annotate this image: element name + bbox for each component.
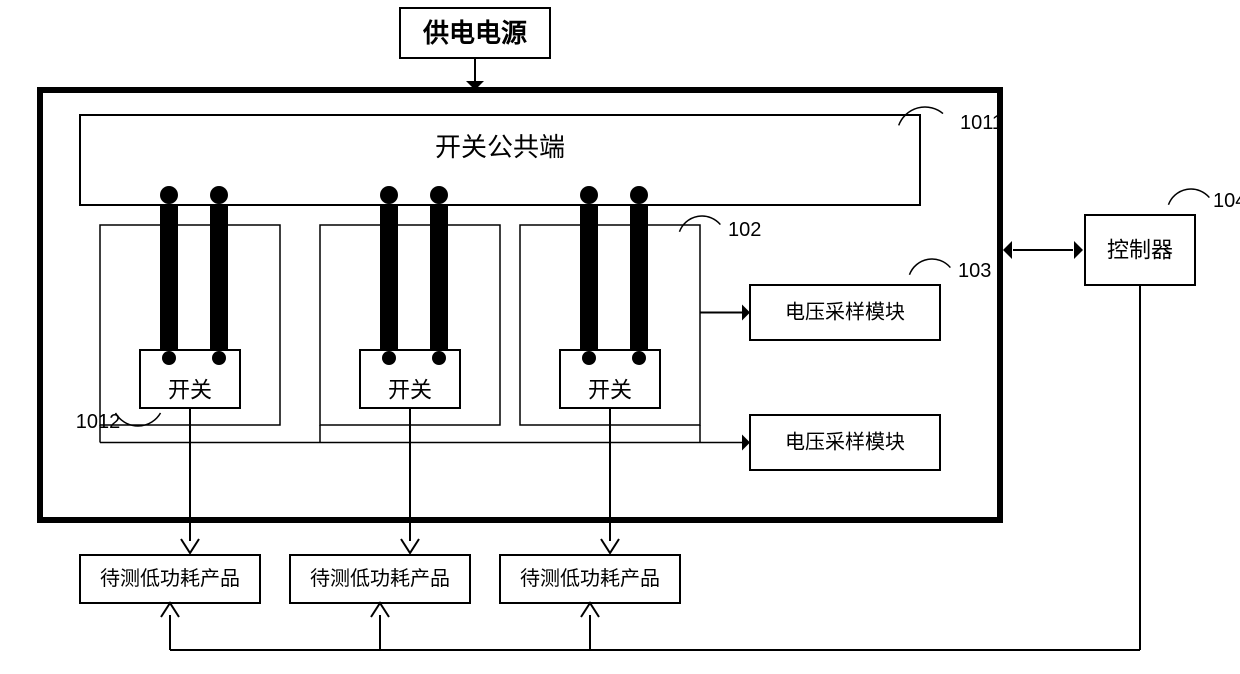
ref-1011: 1011: [960, 112, 1003, 134]
switch-label: 开关: [168, 378, 212, 403]
ref-104: 104: [1213, 190, 1240, 212]
dut-label: 待测低功耗产品: [100, 567, 240, 590]
common-label: 开关公共端: [435, 132, 565, 162]
controller-label: 控制器: [1107, 238, 1173, 263]
dut-label: 待测低功耗产品: [310, 567, 450, 590]
ref-102: 102: [728, 219, 761, 241]
switch-label: 开关: [588, 378, 632, 403]
ref-1012: 1012: [76, 411, 121, 433]
sampler-label: 电压采样模块: [785, 431, 905, 454]
power-label: 供电电源: [422, 18, 527, 48]
switch-label: 开关: [388, 378, 432, 403]
ref-103: 103: [958, 260, 991, 282]
sampler-label: 电压采样模块: [785, 301, 905, 324]
dut-label: 待测低功耗产品: [520, 567, 660, 590]
